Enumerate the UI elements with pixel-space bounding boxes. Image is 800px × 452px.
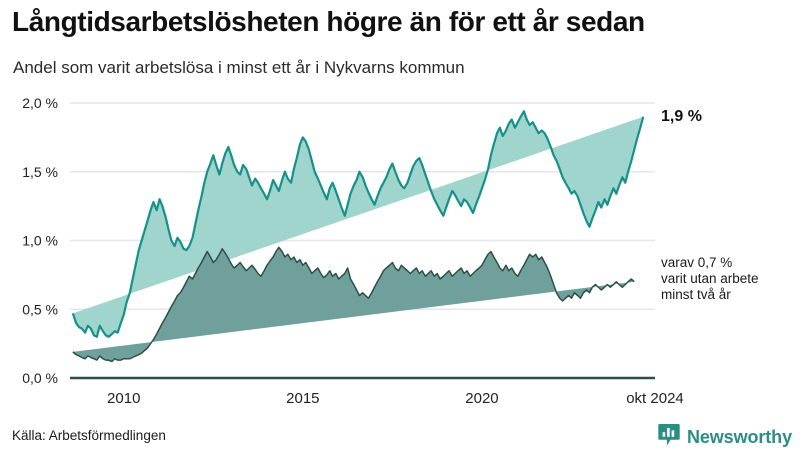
chart-subtitle: Andel som varit arbetslösa i minst ett å…: [13, 58, 465, 77]
primary-value-annotation: 1,9 %: [661, 108, 702, 125]
page-title: Långtidsarbetslösheten högre än för ett …: [12, 6, 645, 37]
y-axis-tick-label: 1,0 %: [22, 233, 58, 249]
y-axis-tick-label: 2,0 %: [22, 95, 58, 111]
series-layer: [71, 110, 645, 363]
brand-logo: Newsworthy: [658, 423, 792, 452]
x-axis-tick-label: okt 2024: [626, 390, 684, 407]
y-axis-tick-label: 0,5 %: [22, 301, 58, 317]
y-axis-tick-labels: 0,0 % 0,5 % 1,0 % 1,5 % 2,0 %: [22, 95, 58, 386]
secondary-series-annotation: varav 0,7 % varit utan arbete minst två …: [661, 255, 759, 303]
series-area-2: [72, 247, 635, 362]
secondary-annotation-line-1: varav 0,7 %: [661, 255, 733, 270]
series-area-1: [72, 111, 644, 337]
source-note: Källa: Arbetsförmedlingen: [12, 428, 166, 443]
secondary-annotation-line-3: minst två år: [661, 287, 731, 302]
brand-name: Newsworthy: [686, 427, 792, 447]
y-axis-tick-label: 1,5 %: [22, 164, 58, 180]
y-axis-tick-label: 0,0 %: [22, 370, 58, 386]
secondary-annotation-line-2: varit utan arbete: [661, 271, 759, 286]
x-axis-tick-label: 2010: [107, 390, 140, 407]
x-axis-tick-labels: 2010 2015 2020 okt 2024: [107, 390, 684, 407]
bar-chart-bubble-icon: [658, 423, 680, 452]
x-axis-tick-label: 2020: [465, 390, 498, 407]
x-axis-tick-label: 2015: [286, 390, 319, 407]
series-line-2: [72, 246, 635, 363]
series-line-1: [71, 110, 645, 338]
